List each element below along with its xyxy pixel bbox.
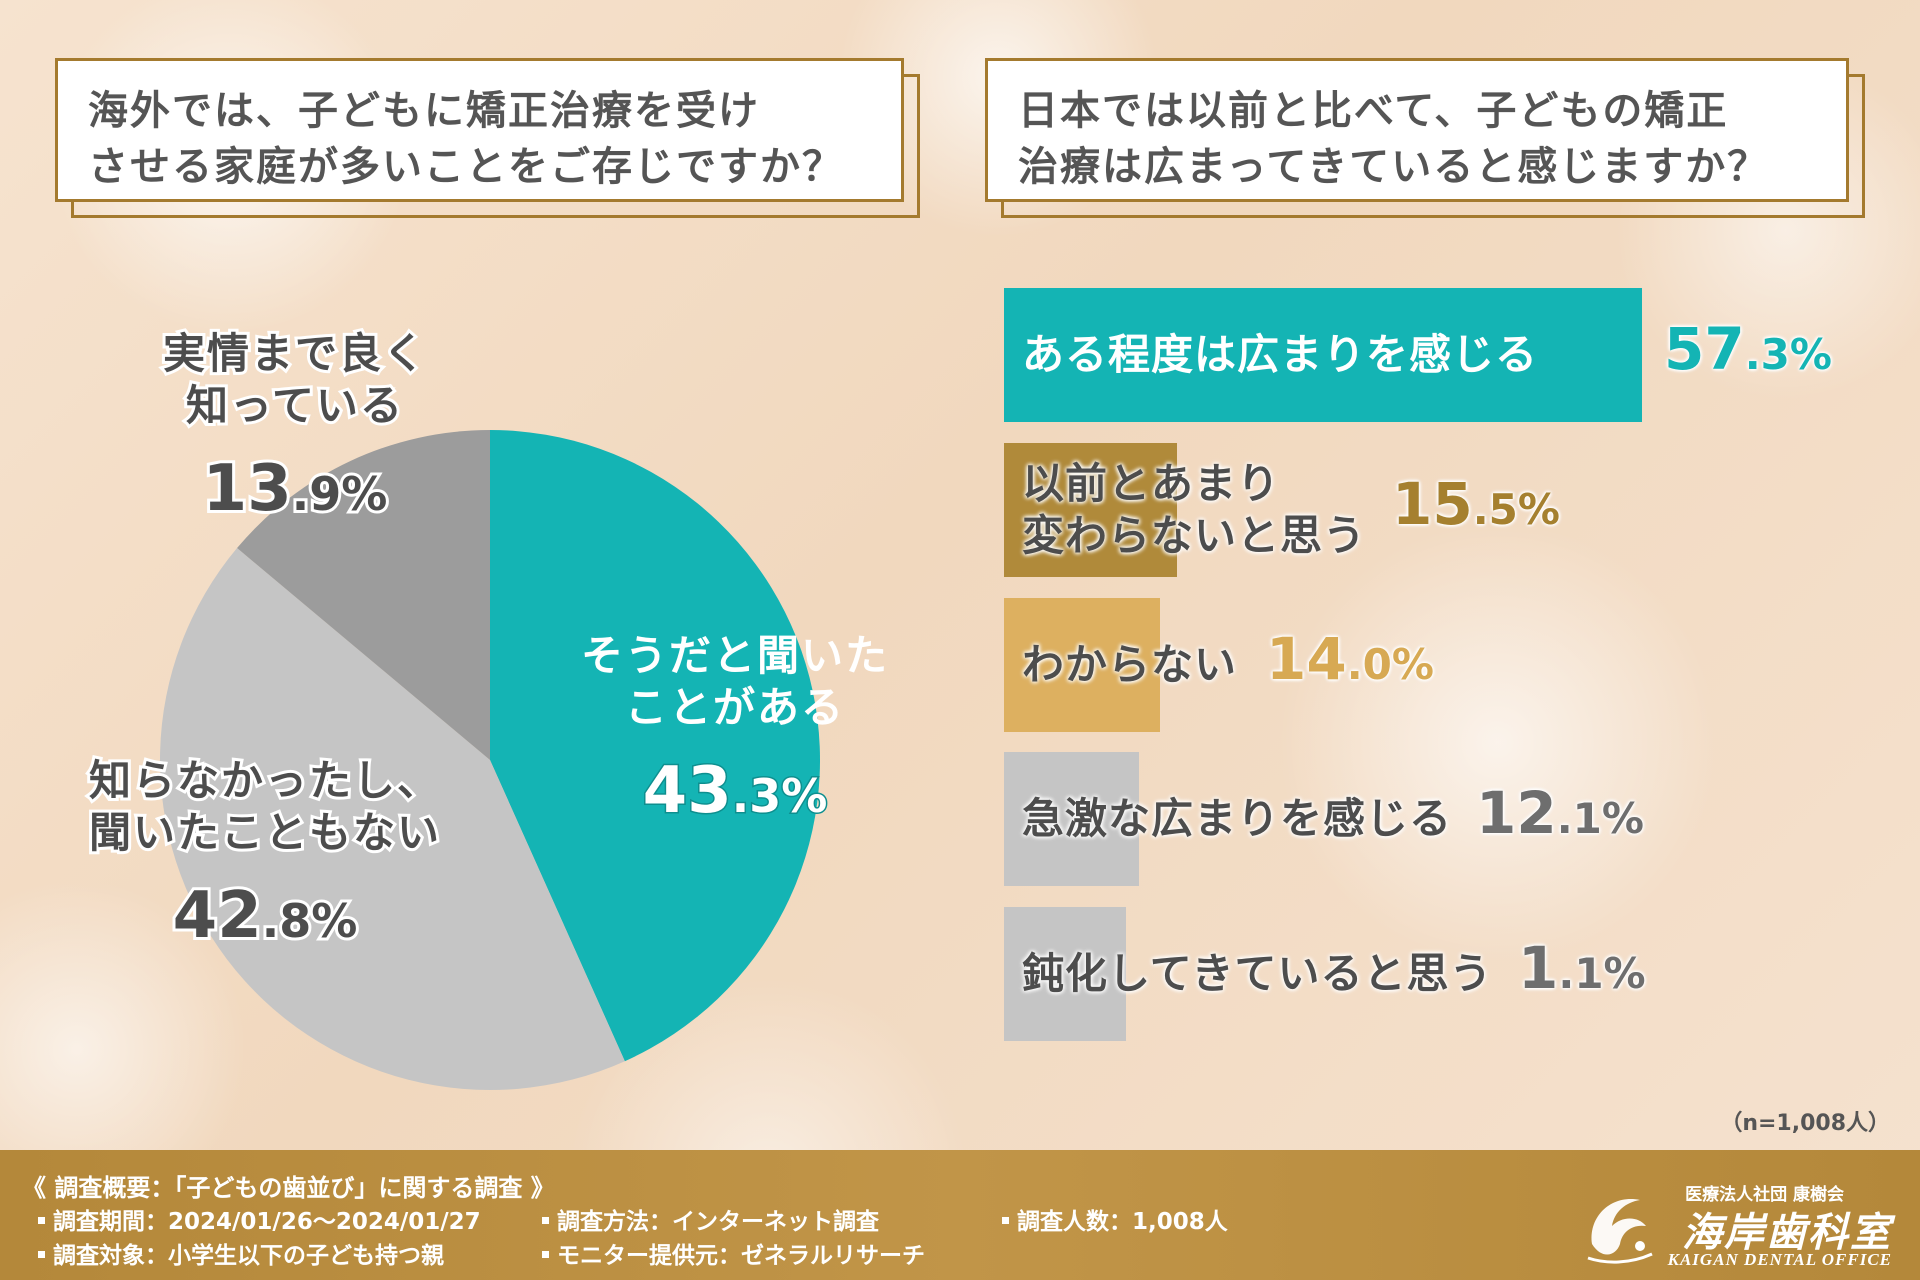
- bar-value-dec-unchanged: .5%: [1472, 485, 1560, 534]
- bar-label-somewhat-spread: ある程度は広まりを感じる: [1022, 329, 1538, 381]
- bullet-icon: [1002, 1217, 1009, 1224]
- footer-target: 調査対象：小学生以下の子ども持つ親: [38, 1236, 444, 1270]
- logo-english-name: KAIGAN DENTAL OFFICE: [1667, 1250, 1892, 1269]
- bar-label-unchanged-line-1: 以前とあまり: [1022, 459, 1281, 508]
- question-1-text: 海外では、子どもに矯正治療を受け させる家庭が多いことをご存じですか？: [55, 58, 904, 202]
- footer-count-text: 調査人数：1,008人: [1017, 1209, 1228, 1235]
- bullet-icon: [542, 1217, 549, 1224]
- pie-label-unknown-line-2: 聞いたこともない: [89, 808, 441, 857]
- pie-value-unknown: 42.8%: [173, 879, 358, 953]
- pie-slice-well-known: [237, 430, 490, 760]
- question-2-box: 日本では以前と比べて、子どもの矯正 治療は広まってきていると感じますか？: [985, 58, 1865, 218]
- question-2-text: 日本では以前と比べて、子どもの矯正 治療は広まってきていると感じますか？: [985, 58, 1849, 202]
- footer-method-text: 調査方法：インターネット調査: [557, 1209, 879, 1235]
- bar-label-rapid-spread: 急激な広まりを感じる: [1022, 793, 1452, 845]
- bar-value-int-slowing: 1: [1518, 934, 1559, 1002]
- bar-label-unchanged: 以前とあまり 変わらないと思う: [1022, 458, 1366, 562]
- bullet-icon: [38, 1251, 45, 1258]
- pie-label-well-known-line-1: 実情まで良く: [163, 329, 427, 378]
- pie-label-heard-line-2: ことがある: [625, 683, 845, 732]
- pie-label-heard-line-1: そうだと聞いた: [581, 631, 889, 680]
- dolphin-logo-icon: [1587, 1199, 1653, 1264]
- bar-label-slowing-line-1: 鈍化してきていると思う: [1022, 949, 1493, 998]
- footer-period: 調査期間：2024/01/26〜2024/01/27: [38, 1202, 481, 1236]
- clinic-logo: 医療法人社団 康樹会 海岸歯科室 KAIGAN DENTAL OFFICE: [1572, 1180, 1892, 1272]
- pie-value-heard: 43.3%: [643, 754, 828, 828]
- bar-value-int-unchanged: 15: [1392, 470, 1473, 538]
- pie-value-well-known: 13.9%: [203, 452, 388, 526]
- bar-value-rapid-spread: 12.1%: [1476, 779, 1644, 847]
- question-2-line-2: 治療は広まってきていると感じますか？: [1018, 144, 1770, 190]
- bar-value-dec-somewhat-spread: .3%: [1744, 330, 1832, 379]
- bar-label-somewhat-spread-line-1: ある程度は広まりを感じる: [1022, 330, 1539, 379]
- bar-rapid-spread: [1004, 752, 1139, 886]
- question-1-box: 海外では、子どもに矯正治療を受け させる家庭が多いことをご存じですか？: [55, 58, 920, 218]
- question-1-line-2: させる家庭が多いことをご存じですか？: [88, 144, 844, 190]
- bar-label-unchanged-line-2: 変わらないと思う: [1022, 511, 1367, 560]
- footer-target-text: 調査対象：小学生以下の子ども持つ親: [53, 1243, 444, 1269]
- bar-label-unknown-line-1: わからない: [1022, 640, 1238, 689]
- pie-label-unknown-line-1: 知らなかったし、: [89, 756, 441, 805]
- pie-slice-unknown: [160, 548, 625, 1090]
- survey-footer: 《 調査概要：「子どもの歯並び」に関する調査 》 調査期間：2024/01/26…: [0, 1150, 1920, 1280]
- footer-count: 調査人数：1,008人: [1002, 1202, 1228, 1236]
- question-1-line-1: 海外では、子どもに矯正治療を受け: [88, 88, 760, 134]
- logo-corporation: 医療法人社団 康樹会: [1685, 1185, 1844, 1205]
- bar-value-int-rapid-spread: 12: [1476, 779, 1557, 847]
- bar-chart: ある程度は広まりを感じる 57.3% 以前とあまり 変わらないと思う 15.5% わからな…: [1004, 288, 1832, 1041]
- bar-label-unknown: わからない: [1022, 639, 1237, 691]
- bullet-icon: [38, 1217, 45, 1224]
- pie-slice-heard: [490, 430, 820, 1062]
- bar-slowing: [1004, 907, 1126, 1041]
- bar-value-unknown: 14.0%: [1266, 625, 1434, 693]
- bar-label-rapid-spread-line-1: 急激な広まりを感じる: [1022, 794, 1453, 843]
- pie-label-well-known-line-2: 知っている: [186, 381, 404, 430]
- bar-value-slowing: 1.1%: [1518, 934, 1646, 1002]
- bar-value-dec-unknown: .0%: [1346, 640, 1434, 689]
- bar-value-unchanged: 15.5%: [1392, 470, 1560, 538]
- bar-value-dec-rapid-spread: .1%: [1556, 794, 1644, 843]
- bar-value-int-unknown: 14: [1266, 625, 1347, 693]
- footer-method: 調査方法：インターネット調査: [542, 1202, 879, 1236]
- bar-value-int-somewhat-spread: 57: [1664, 315, 1745, 383]
- sample-size: （n=1,008人）: [1720, 1111, 1890, 1136]
- bullet-icon: [542, 1251, 549, 1258]
- bar-label-slowing: 鈍化してきていると思う: [1022, 948, 1492, 1000]
- bar-unchanged: [1004, 443, 1177, 577]
- bar-value-somewhat-spread: 57.3%: [1664, 315, 1832, 383]
- footer-period-text: 調査期間：2024/01/26〜2024/01/27: [53, 1209, 481, 1235]
- footer-provider-text: モニター提供元：ゼネラルリサーチ: [557, 1243, 925, 1269]
- footer-provider: モニター提供元：ゼネラルリサーチ: [542, 1236, 925, 1270]
- question-2-line-1: 日本では以前と比べて、子どもの矯正: [1018, 88, 1729, 134]
- bar-somewhat-spread: [1004, 288, 1642, 422]
- bar-value-dec-slowing: .1%: [1558, 949, 1646, 998]
- footer-title: 《 調査概要：「子どもの歯並び」に関する調査 》: [22, 1174, 555, 1202]
- logo-name: 海岸歯科室: [1682, 1209, 1892, 1256]
- bar-unknown: [1004, 598, 1160, 732]
